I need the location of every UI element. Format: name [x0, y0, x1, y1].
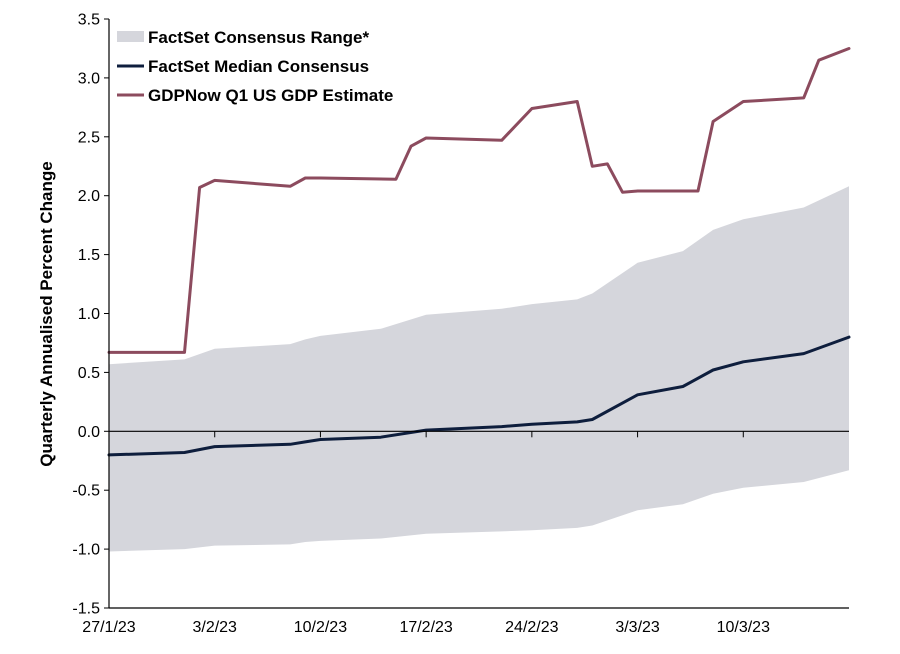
y-tick-label: 0.0: [78, 424, 100, 441]
x-tick-label: 17/2/23: [399, 619, 452, 636]
y-tick-label: -0.5: [72, 483, 100, 500]
gdpnow-q1-us-gdp-estimate-line: [107, 47, 851, 354]
x-tick-label: 3/2/23: [192, 619, 237, 636]
y-tick-label: 3.0: [78, 70, 100, 87]
plot-area: [107, 47, 851, 552]
y-tick-label: 2.5: [78, 129, 100, 146]
legend-swatch-factset-consensus-range: [117, 31, 144, 42]
x-tick-label: 27/1/23: [82, 619, 135, 636]
y-tick-label: -1.5: [72, 601, 100, 618]
y-tick-label: -1.0: [72, 542, 100, 559]
factset-consensus-range-band: [109, 186, 849, 552]
y-tick-label: 2.0: [78, 188, 100, 205]
y-tick-label: 3.5: [78, 12, 100, 29]
y-tick-label: 1.0: [78, 306, 100, 323]
legend-label-factset-median-consensus: FactSet Median Consensus: [148, 57, 369, 76]
y-axis-title: Quarterly Annualised Percent Change: [37, 161, 56, 466]
x-tick-label: 24/2/23: [505, 619, 558, 636]
x-axis-ticks: 27/1/23 3/2/23 10/2/23 17/2/23 24/2/23 3/3/23…: [82, 431, 770, 636]
x-tick-label: 10/2/23: [294, 619, 347, 636]
legend: FactSet Consensus Range* FactSet Median C…: [117, 28, 393, 105]
y-tick-label: 0.5: [78, 365, 100, 382]
legend-label-factset-consensus-range: FactSet Consensus Range*: [148, 28, 369, 47]
factset-median-consensus-line: [107, 335, 851, 457]
x-tick-label: 10/3/23: [717, 619, 770, 636]
y-tick-label: 1.5: [78, 247, 100, 264]
y-axis-ticks: -1.5 -1.0 -0.5 0.0 0.5 1.0 1.5 2.0 2.5 3.0 3.5: [72, 12, 109, 618]
legend-label-gdpnow-q1-us-gdp-estimate: GDPNow Q1 US GDP Estimate: [148, 86, 393, 105]
x-tick-label: 3/3/23: [615, 619, 660, 636]
